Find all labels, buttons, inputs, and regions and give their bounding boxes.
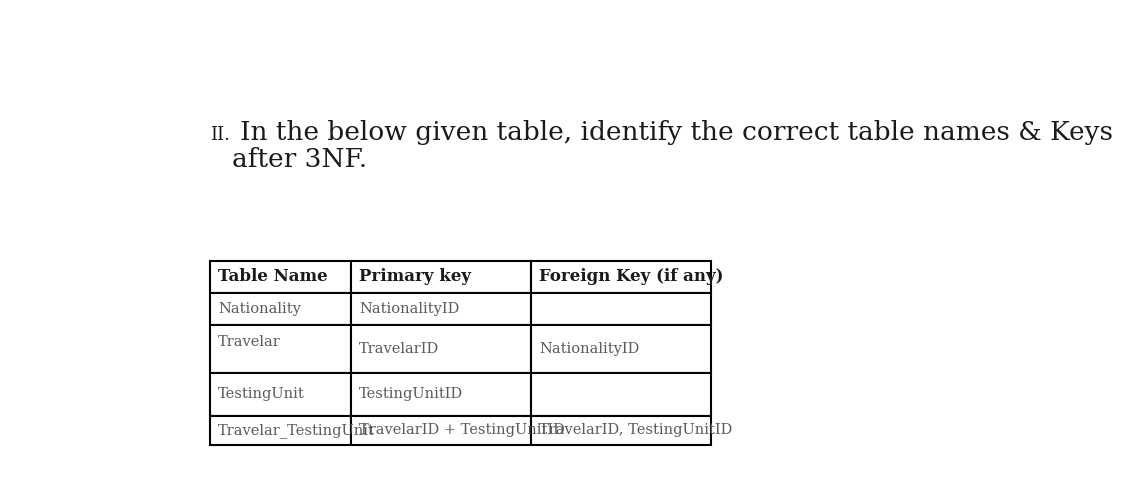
Text: TestingUnitID: TestingUnitID [359, 387, 464, 401]
Text: after 3NF.: after 3NF. [232, 147, 367, 172]
Text: Table Name: Table Name [218, 269, 327, 285]
Text: Travelar_TestingUnit: Travelar_TestingUnit [218, 423, 375, 437]
Text: TestingUnit: TestingUnit [218, 387, 305, 401]
Bar [210, 416, 351, 445]
Text: Primary key: Primary key [359, 269, 471, 285]
Text: NationalityID: NationalityID [359, 302, 459, 316]
Bar [531, 293, 711, 326]
Bar [351, 416, 531, 445]
Text: TravelarID + TestingUnitID: TravelarID + TestingUnitID [359, 423, 565, 437]
Bar [531, 326, 711, 373]
Bar [351, 373, 531, 416]
Bar [210, 326, 351, 373]
Bar [351, 326, 531, 373]
Text: TravelarID, TestingUnitID: TravelarID, TestingUnitID [539, 423, 732, 437]
Text: Foreign Key (if any): Foreign Key (if any) [539, 269, 723, 285]
Bar [210, 373, 351, 416]
Text: TravelarID: TravelarID [359, 342, 440, 356]
Text: Travelar: Travelar [218, 335, 281, 349]
Bar [210, 261, 351, 293]
Text: II.: II. [210, 126, 231, 144]
Bar [531, 373, 711, 416]
Bar [531, 416, 711, 445]
Bar [531, 261, 711, 293]
Bar [351, 261, 531, 293]
Text: Nationality: Nationality [218, 302, 302, 316]
Text: NationalityID: NationalityID [539, 342, 639, 356]
Bar [210, 293, 351, 326]
Text: In the below given table, identify the correct table names & Keys: In the below given table, identify the c… [240, 120, 1113, 145]
Bar [351, 293, 531, 326]
